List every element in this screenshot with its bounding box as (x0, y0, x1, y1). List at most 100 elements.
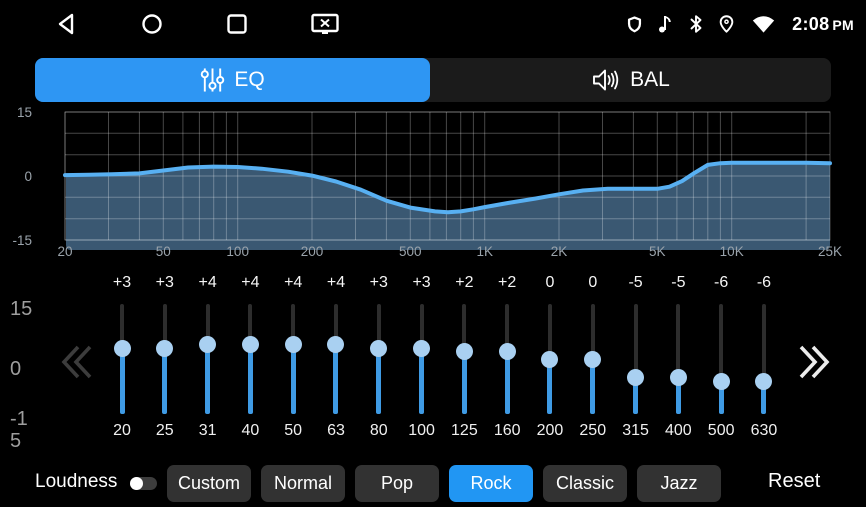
eq-band-100: +3 100 (403, 274, 441, 440)
svg-text:-15: -15 (12, 233, 32, 248)
band-frequency-label: 125 (451, 422, 478, 439)
band-gain-value: -6 (756, 274, 772, 291)
slider-thumb[interactable] (241, 335, 259, 353)
slider-thumb[interactable] (755, 372, 773, 390)
slider-fill (761, 381, 767, 414)
slider-thumb[interactable] (584, 350, 602, 368)
eq-band-250: 0 250 (574, 274, 612, 440)
svg-text:50: 50 (156, 244, 171, 259)
band-slider-400[interactable] (659, 304, 697, 414)
eq-band-80: +3 80 (360, 274, 398, 440)
band-frequency-label: 25 (155, 422, 174, 439)
band-slider-100[interactable] (403, 304, 441, 414)
band-gain-value: -5 (628, 274, 643, 291)
preset-jazz-button[interactable]: Jazz (637, 465, 721, 502)
reset-button[interactable]: Reset (768, 470, 821, 492)
tab-bal[interactable]: BAL (430, 58, 831, 102)
slider-thumb[interactable] (113, 339, 131, 357)
screenshot-icon[interactable] (310, 12, 340, 36)
band-gain-value: +3 (112, 274, 132, 291)
band-frequency-label: 160 (493, 422, 521, 439)
speaker-icon (591, 66, 621, 94)
preset-classic-button[interactable]: Classic (543, 465, 627, 502)
loudness-toggle-knob (130, 477, 143, 490)
back-icon[interactable] (55, 12, 79, 36)
location-icon (718, 14, 735, 34)
slider-thumb[interactable] (541, 350, 559, 368)
slider-thumb[interactable] (669, 368, 687, 386)
eq-band-200: 0 200 (531, 274, 569, 440)
slider-thumb[interactable] (627, 368, 645, 386)
preset-pop-button[interactable]: Pop (355, 465, 439, 502)
slider-fill (376, 348, 382, 414)
band-slider-40[interactable] (231, 304, 269, 414)
eq-response-chart-area: 15 0 -15 20 50 100 200 500 1K 2K 5K 10K 25K (0, 105, 866, 265)
slider-fill (461, 351, 467, 414)
band-gain-value: +4 (241, 274, 260, 291)
band-gain-value: +3 (155, 274, 174, 291)
svg-text:5K: 5K (649, 244, 666, 259)
band-frequency-label: 200 (536, 422, 564, 439)
band-frequency-label: 63 (327, 422, 345, 439)
eq-band-50: +4 50 (274, 274, 312, 440)
band-slider-160[interactable] (488, 304, 526, 414)
slider-fill (205, 344, 211, 414)
svg-text:1K: 1K (476, 244, 493, 259)
preset-rock-button[interactable]: Rock (449, 465, 533, 502)
band-slider-250[interactable] (574, 304, 612, 414)
slider-thumb[interactable] (327, 335, 345, 353)
band-slider-25[interactable] (146, 304, 184, 414)
slider-thumb[interactable] (370, 339, 388, 357)
band-gain-value: +4 (284, 274, 303, 291)
band-slider-31[interactable] (189, 304, 227, 414)
eq-bands: +3 20 +3 25 +4 31 +4 40 +4 50 +4 63 +3 80 +3 100 +2 125 +2… (103, 274, 783, 440)
loudness-toggle[interactable] (130, 477, 157, 490)
eq-band-31: +4 31 (189, 274, 227, 440)
slider-thumb[interactable] (498, 343, 516, 361)
clock-meridiem: PM (832, 16, 854, 33)
svg-text:15: 15 (17, 105, 32, 120)
svg-text:200: 200 (301, 244, 324, 259)
eq-band-20: +3 20 (103, 274, 141, 440)
eq-response-chart: 15 0 -15 20 50 100 200 500 1K 2K 5K 10K 25K (12, 105, 842, 259)
slider-thumb[interactable] (712, 372, 730, 390)
band-slider-125[interactable] (445, 304, 483, 414)
band-slider-80[interactable] (360, 304, 398, 414)
band-frequency-label: 315 (622, 422, 649, 439)
svg-text:10K: 10K (720, 244, 744, 259)
band-frequency-label: 400 (665, 422, 692, 439)
slider-fill (547, 359, 553, 414)
tab-bar: EQ BAL (35, 58, 831, 102)
slider-thumb[interactable] (199, 335, 217, 353)
band-frequency-label: 31 (198, 422, 217, 439)
bluetooth-icon (689, 14, 703, 34)
slider-thumb[interactable] (413, 339, 431, 357)
scroll-bands-right-button[interactable] (795, 340, 835, 384)
home-icon[interactable] (140, 12, 164, 36)
band-slider-63[interactable] (317, 304, 355, 414)
band-slider-630[interactable] (745, 304, 783, 414)
band-slider-200[interactable] (531, 304, 569, 414)
tab-eq[interactable]: EQ (35, 58, 430, 102)
slider-thumb[interactable] (284, 335, 302, 353)
scroll-bands-left-button[interactable] (56, 340, 96, 384)
slider-fill (633, 377, 639, 414)
eq-band-315: -5 315 (617, 274, 655, 440)
preset-custom-button[interactable]: Custom (167, 465, 251, 502)
eq-band-400: -5 400 (659, 274, 697, 440)
band-gain-value: -5 (671, 274, 686, 291)
band-slider-315[interactable] (617, 304, 655, 414)
band-slider-20[interactable] (103, 304, 141, 414)
slider-thumb[interactable] (156, 339, 174, 357)
axis-label-max: 15 (10, 298, 33, 320)
band-slider-50[interactable] (274, 304, 312, 414)
preset-normal-button[interactable]: Normal (261, 465, 345, 502)
slider-thumb[interactable] (455, 343, 473, 361)
recents-icon[interactable] (225, 12, 249, 36)
svg-text:25K: 25K (818, 244, 842, 259)
band-gain-value: +2 (498, 274, 517, 291)
band-slider-500[interactable] (702, 304, 740, 414)
eq-band-125: +2 125 (445, 274, 483, 440)
band-gain-value: +3 (369, 274, 388, 291)
axis-label-min: -15 (10, 408, 28, 452)
